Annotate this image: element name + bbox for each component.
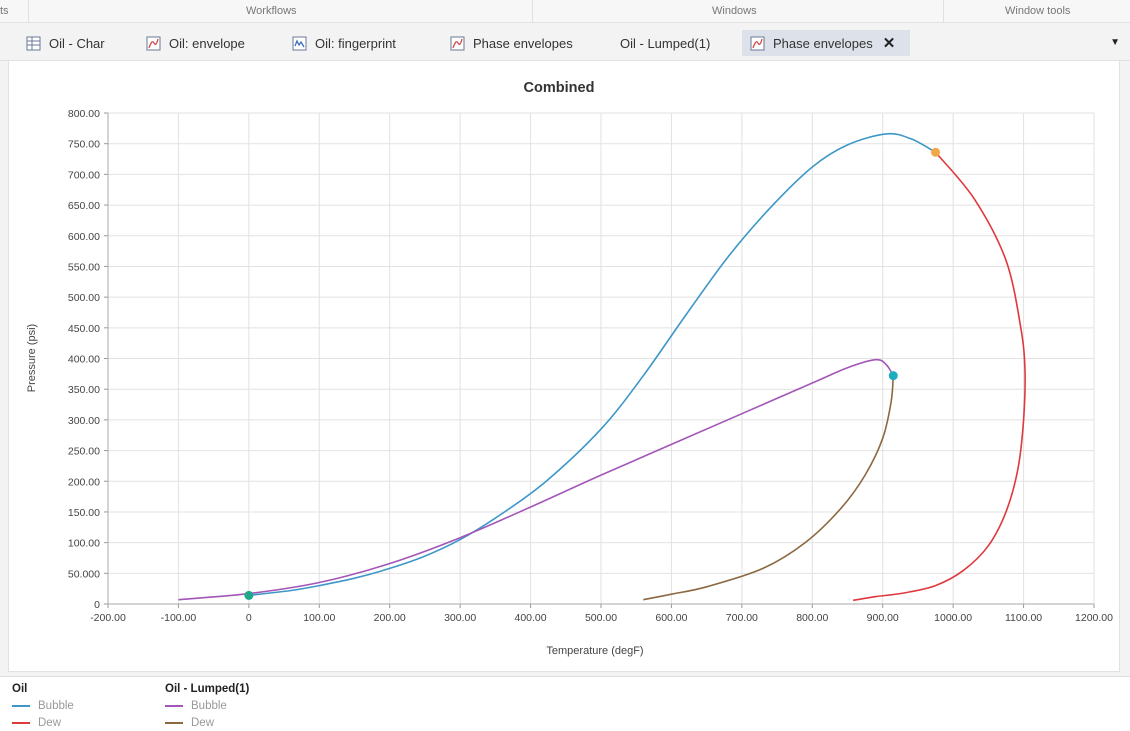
y-axis-label: Pressure (psi) — [26, 324, 38, 392]
tab-label: Oil - Lumped(1) — [620, 35, 711, 51]
legend-group-oil: Oil Bubble Dew — [12, 683, 74, 731]
ribbon-group-label: ts — [0, 5, 9, 17]
y-tick-label: 200.00 — [68, 476, 100, 488]
legend-label: Bubble — [191, 699, 227, 712]
ribbon-separator — [532, 0, 533, 22]
legend-label: Dew — [38, 716, 62, 729]
series-layer — [178, 132, 1026, 602]
ribbon-group-workflows[interactable]: Workflows — [246, 5, 297, 17]
series-line-oil-lumped-1-dew — [643, 375, 895, 601]
ribbon-group-window-tools[interactable]: Window tools — [1005, 5, 1071, 17]
legend-group-oil-lumped: Oil - Lumped(1) Bubble Dew — [165, 683, 249, 731]
axes: -200.00 -100.00 0 100.00 200.00 300.00 400.00 5… — [68, 108, 1113, 624]
document-tab-bar: Oil - Char Oil: envelope Oil: fingerprin… — [0, 25, 1130, 61]
ribbon-header: ts Workflows Windows Window tools — [0, 0, 1130, 23]
ribbon-separator — [943, 0, 944, 22]
legend-swatch — [165, 721, 183, 724]
y-tick-label: 500.00 — [68, 292, 100, 304]
series-line-oil-dew — [852, 151, 1026, 602]
x-tick-label: 200.00 — [374, 612, 406, 624]
grid — [107, 112, 1095, 605]
x-tick-label: 900.00 — [867, 612, 899, 624]
legend-group-title: Oil - Lumped(1) — [165, 683, 250, 695]
y-tick-label: 550.00 — [68, 261, 100, 273]
series-line-oil-bubble — [248, 132, 936, 597]
y-tick-label: 350.00 — [68, 384, 100, 396]
y-tick-label: 800.00 — [68, 108, 100, 120]
y-tick-label: 400.00 — [68, 354, 100, 366]
y-tick-label: 450.00 — [68, 323, 100, 335]
legend-label: Bubble — [38, 699, 74, 712]
tab-label: Phase envelopes — [473, 35, 573, 51]
x-tick-label: 100.00 — [303, 612, 335, 624]
tab-oil-envelope[interactable]: Oil: envelope — [138, 30, 253, 56]
tab-phase-envelopes-active[interactable]: Phase envelopes ✕ — [742, 30, 910, 56]
tab-oil-lumped[interactable]: Oil - Lumped(1) — [612, 30, 718, 56]
line-chart-icon — [750, 36, 765, 50]
legend-item-lumped-dew[interactable]: Dew — [165, 714, 249, 731]
tab-oil-fingerprint[interactable]: Oil: fingerprint — [284, 30, 404, 56]
chart-panel: -200.00 -100.00 0 100.00 200.00 300.00 400.00 5… — [8, 60, 1120, 672]
line-chart-icon — [146, 36, 161, 50]
y-tick-label: 650.00 — [68, 200, 100, 212]
y-tick-label: 100.00 — [68, 538, 100, 550]
marker-layer — [244, 147, 941, 600]
chart-title: Combined — [524, 80, 595, 96]
legend-group-title: Oil — [12, 683, 28, 695]
x-tick-label: 1000.00 — [934, 612, 972, 624]
y-tick-label: 50.000 — [68, 568, 100, 580]
x-tick-label: 0 — [246, 612, 252, 624]
y-tick-label: 600.00 — [68, 231, 100, 243]
legend-swatch — [12, 704, 30, 707]
legend-item-oil-bubble[interactable]: Bubble — [12, 697, 74, 714]
data-point-marker — [931, 147, 941, 157]
y-tick-label: 150.00 — [68, 507, 100, 519]
x-tick-label: 400.00 — [515, 612, 547, 624]
tab-oil-char[interactable]: Oil - Char — [18, 30, 113, 56]
table-icon — [26, 36, 41, 50]
y-tick-label: 300.00 — [68, 415, 100, 427]
legend-item-lumped-bubble[interactable]: Bubble — [165, 697, 249, 714]
tab-overflow-dropdown[interactable]: ▼ — [1110, 37, 1120, 48]
x-tick-label: 500.00 — [585, 612, 617, 624]
x-tick-label: -200.00 — [90, 612, 126, 624]
y-tick-label: 0 — [94, 599, 100, 611]
x-tick-label: 1100.00 — [1005, 612, 1042, 624]
x-tick-label: 1200.00 — [1075, 612, 1113, 624]
tab-label: Oil: envelope — [169, 35, 245, 51]
legend-panel: Oil Bubble Dew Oil - Lumped(1) Bubble De… — [0, 676, 1130, 731]
x-tick-label: 700.00 — [726, 612, 758, 624]
data-point-marker — [888, 371, 898, 381]
legend-swatch — [12, 721, 30, 724]
fingerprint-chart-icon — [292, 36, 307, 50]
x-axis-label: Temperature (degF) — [546, 645, 643, 657]
legend-item-oil-dew[interactable]: Dew — [12, 714, 74, 731]
phase-envelope-chart[interactable]: -200.00 -100.00 0 100.00 200.00 300.00 400.00 5… — [9, 61, 1119, 671]
series-line-oil-lumped-1-bubble — [178, 358, 894, 601]
close-icon[interactable]: ✕ — [882, 35, 896, 52]
tab-label: Oil: fingerprint — [315, 35, 396, 51]
x-tick-label: 600.00 — [655, 612, 687, 624]
x-tick-label: 800.00 — [796, 612, 828, 624]
tab-label: Phase envelopes — [773, 35, 873, 51]
ribbon-group-windows[interactable]: Windows — [712, 5, 757, 17]
y-tick-label: 700.00 — [68, 169, 100, 181]
tab-phase-envelopes[interactable]: Phase envelopes — [442, 30, 581, 56]
data-point-marker — [244, 590, 254, 600]
y-tick-label: 250.00 — [68, 446, 100, 458]
line-chart-icon — [450, 36, 465, 50]
tab-label: Oil - Char — [49, 35, 105, 51]
x-tick-label: 300.00 — [444, 612, 476, 624]
legend-swatch — [165, 704, 183, 707]
y-tick-label: 750.00 — [68, 139, 100, 151]
legend-label: Dew — [191, 716, 215, 729]
x-tick-label: -100.00 — [161, 612, 197, 624]
ribbon-separator — [28, 0, 29, 22]
